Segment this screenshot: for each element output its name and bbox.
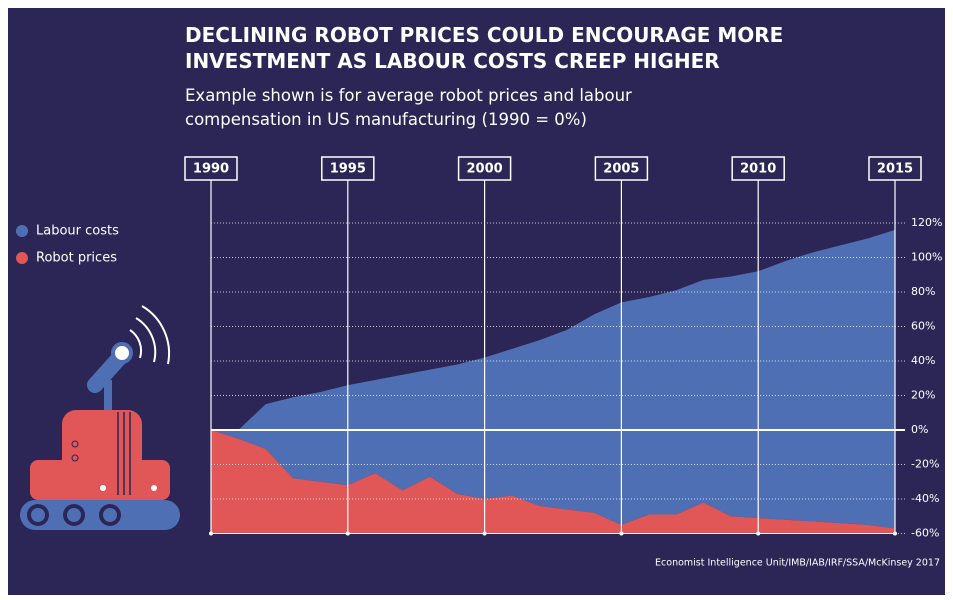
- y-tick-label: 20%: [911, 389, 935, 402]
- y-tick-label: -60%: [911, 527, 939, 540]
- x-tick-label: 2010: [740, 162, 776, 177]
- legend-label: Robot prices: [36, 251, 117, 266]
- x-tick-label: 1995: [330, 162, 366, 177]
- y-tick-label: 120%: [911, 216, 942, 229]
- page: Economist Intelligence Unit/IMB/IAB/IRF/…: [0, 0, 953, 600]
- source: Economist Intelligence Unit/IMB/IAB/IRF/…: [655, 558, 940, 569]
- y-tick-label: 80%: [911, 285, 935, 298]
- x-tick-label: 1990: [193, 162, 229, 177]
- y-tick-label: 0%: [911, 423, 928, 436]
- x-tick-label: 2015: [877, 162, 913, 177]
- y-tick-label: 100%: [911, 251, 942, 264]
- y-tick-label: -20%: [911, 458, 939, 471]
- x-tick-label: 2000: [467, 162, 503, 177]
- y-tick-label: 40%: [911, 354, 935, 367]
- y-tick-label: 60%: [911, 320, 935, 333]
- legend-swatch: [16, 225, 28, 237]
- chart-subtitle: Example shown is for average robot price…: [185, 84, 705, 132]
- legend-label: Labour costs: [36, 224, 119, 239]
- chart-title: DECLINING ROBOT PRICES COULD ENCOURAGE M…: [185, 22, 805, 74]
- x-tick-label: 2005: [603, 162, 639, 177]
- y-tick-label: -40%: [911, 492, 939, 505]
- legend-swatch: [16, 252, 28, 264]
